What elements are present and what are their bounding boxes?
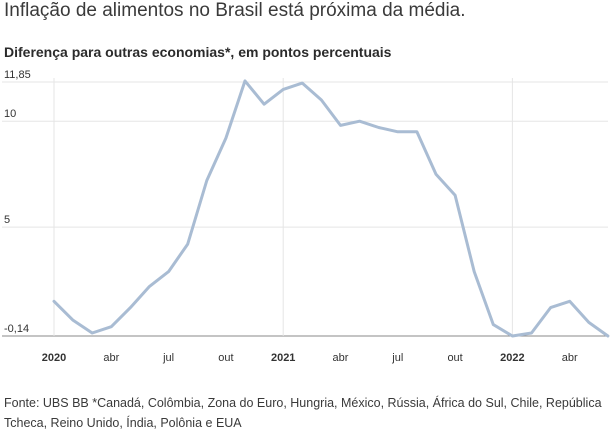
y-tick-label: 10 <box>4 108 16 120</box>
x-tick-label: abr <box>333 352 349 364</box>
series-line <box>52 79 610 338</box>
chart-title: Inflação de alimentos no Brasil está pró… <box>4 0 466 21</box>
x-tick-label: 2022 <box>500 352 524 364</box>
line-chart: 11,85 10 5 -0,14 2020 abr jul out 2021 abr jul out 2… <box>2 69 610 364</box>
source-footnote: Fonte: UBS BB *Canadá, Colômbia, Zona do… <box>4 396 602 430</box>
y-tick-label: 11,85 <box>4 69 31 81</box>
y-tick-label: 5 <box>4 214 10 226</box>
x-tick-label: abr <box>562 352 578 364</box>
x-tick-label: abr <box>103 352 119 364</box>
y-tick-label: -0,14 <box>4 323 29 335</box>
chart-subtitle: Diferença para outras economias*, em pon… <box>4 44 392 60</box>
x-tick-label: jul <box>162 352 174 364</box>
x-tick-label: out <box>447 352 462 364</box>
x-tick-label: 2021 <box>271 352 295 364</box>
x-tick-label: jul <box>391 352 403 364</box>
x-tick-label: out <box>218 352 233 364</box>
x-tick-label: 2020 <box>42 352 66 364</box>
